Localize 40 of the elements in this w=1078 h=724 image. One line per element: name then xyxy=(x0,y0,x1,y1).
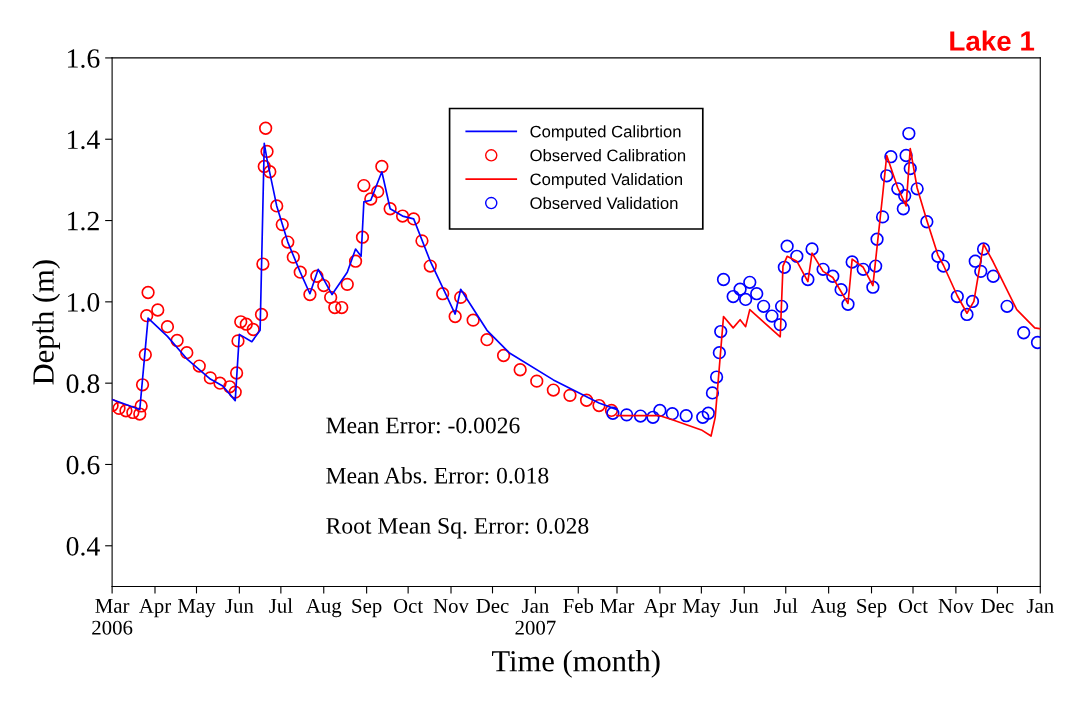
legend-label: Computed Calibrtion xyxy=(530,125,681,141)
annotation: Mean Abs. Error: 0.018 xyxy=(326,466,549,484)
legend-label: Observed Calibration xyxy=(530,149,686,162)
x-tick-label: Jul xyxy=(774,598,798,613)
x-tick-label: Apr xyxy=(643,598,676,618)
y-tick-label: 1.2 xyxy=(68,211,99,231)
annotation: Root Mean Sq. Error: 0.028 xyxy=(326,517,589,539)
x-tick-label: Aug xyxy=(810,598,847,618)
x-tick-label: Dec xyxy=(981,599,1014,613)
x-tick-label: Sep xyxy=(352,598,382,618)
x-tick-label: May xyxy=(682,599,721,618)
y-tick-label: 0.8 xyxy=(66,374,100,394)
y-tick-label: 0.6 xyxy=(66,455,100,475)
annotation: Mean Error: -0.0026 xyxy=(326,417,520,434)
x-tick-label: Jun xyxy=(225,599,254,613)
x-tick-label: Oct xyxy=(393,598,424,613)
legend-label: Observed Validation xyxy=(530,196,678,210)
y-tick-label: 0.4 xyxy=(66,536,100,556)
x-tick-label: Jun xyxy=(730,599,759,613)
y-tick-label: 1.4 xyxy=(68,130,100,150)
legend-label: Computed Validation xyxy=(530,172,682,189)
x-tick-label: Mar 2006 xyxy=(92,599,133,635)
x-tick-label: Dec xyxy=(476,599,509,613)
x-tick-label: Feb xyxy=(563,598,594,613)
x-tick-label: Nov xyxy=(433,599,469,613)
x-tick-label: Nov xyxy=(938,599,974,613)
x-axis-title: Time (month) xyxy=(492,650,660,678)
y-axis-title: Depth (m) xyxy=(32,260,61,385)
x-tick-label: Jan xyxy=(1026,599,1054,613)
x-tick-label: May xyxy=(177,599,216,618)
chart-title: Lake 1 xyxy=(950,30,1035,51)
x-tick-label: Sep xyxy=(857,598,887,618)
x-tick-label: Aug xyxy=(306,598,342,618)
x-tick-label: Mar xyxy=(600,599,635,613)
x-tick-label: Jan 2007 xyxy=(515,599,556,635)
x-tick-label: Apr xyxy=(139,598,172,618)
y-tick-label: 1.0 xyxy=(68,293,100,312)
x-tick-label: Oct xyxy=(898,598,928,613)
y-tick-label: 1.6 xyxy=(68,49,100,68)
x-tick-label: Jul xyxy=(269,598,293,613)
